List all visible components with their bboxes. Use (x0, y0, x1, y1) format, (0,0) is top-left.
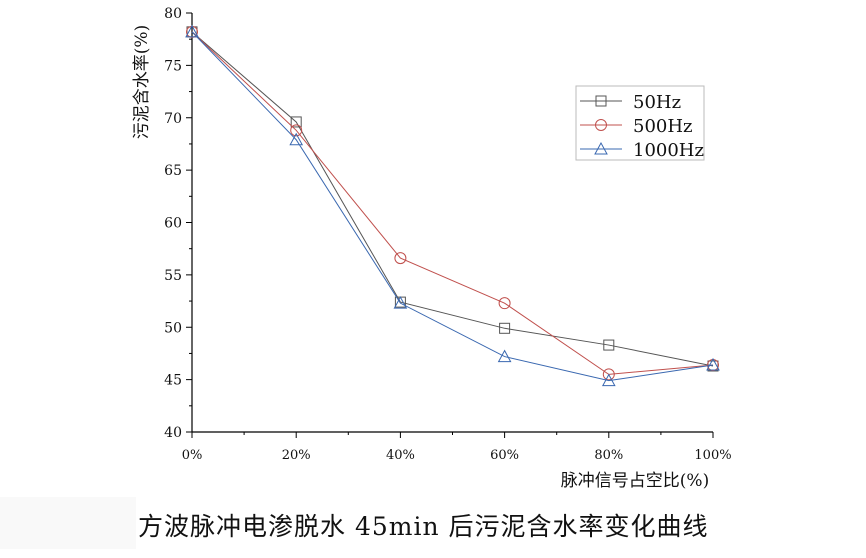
square-marker (603, 339, 615, 351)
legend: 50Hz 500Hz 1000Hz (575, 85, 705, 161)
circle-marker (498, 297, 511, 310)
x-tick-label: 60% (490, 448, 519, 463)
line-chart: 40 45 50 55 60 65 70 75 80 0% 20% 40% 60% 80% 100% 脉冲信号… (132, 6, 732, 491)
square-marker (290, 116, 302, 128)
series-500Hz (186, 25, 719, 381)
legend-label: 500Hz (633, 116, 693, 137)
triangle-marker (594, 141, 608, 155)
triangle-marker (289, 132, 304, 146)
legend-box (575, 85, 705, 161)
series-line (191, 31, 714, 367)
legend-label: 50Hz (633, 92, 681, 113)
x-tick-label: 20% (282, 448, 311, 463)
y-tick-label: 55 (164, 268, 182, 284)
y-tick-label: 50 (164, 320, 182, 336)
series-1000Hz (185, 24, 720, 387)
circle-marker (595, 119, 607, 131)
series-line (191, 31, 714, 382)
triangle-marker (185, 24, 199, 38)
y-tick-label: 65 (164, 163, 182, 179)
square-marker (595, 95, 607, 107)
figure-caption: 方波脉冲电渗脱水 45min 后污泥含水率变化曲线 (138, 512, 709, 541)
x-axis-label: 脉冲信号占空比(%) (561, 471, 709, 491)
triangle-marker (601, 373, 616, 387)
square-marker (499, 322, 511, 334)
triangle-marker (706, 357, 720, 371)
y-tick-label: 40 (164, 425, 182, 441)
y-tick-label: 75 (164, 58, 182, 74)
legend-label: 1000Hz (633, 140, 704, 161)
x-tick-label: 80% (594, 448, 623, 463)
series-line (191, 31, 714, 375)
y-tick-label: 70 (164, 111, 182, 127)
triangle-marker (497, 349, 512, 363)
triangle-marker (393, 296, 408, 309)
circle-marker (602, 368, 615, 381)
circle-marker (394, 252, 407, 265)
y-tick-label: 80 (164, 6, 182, 22)
circle-marker (290, 124, 303, 137)
background-patch (0, 497, 136, 549)
y-axis-label: 污泥含水率(%) (132, 25, 152, 139)
x-tick-label: 0% (182, 448, 203, 463)
series-50Hz (186, 26, 719, 372)
y-tick-label: 45 (164, 373, 182, 389)
x-tick-label: 100% (694, 448, 731, 463)
x-tick-label: 40% (386, 448, 415, 463)
y-tick-label: 60 (164, 216, 182, 232)
